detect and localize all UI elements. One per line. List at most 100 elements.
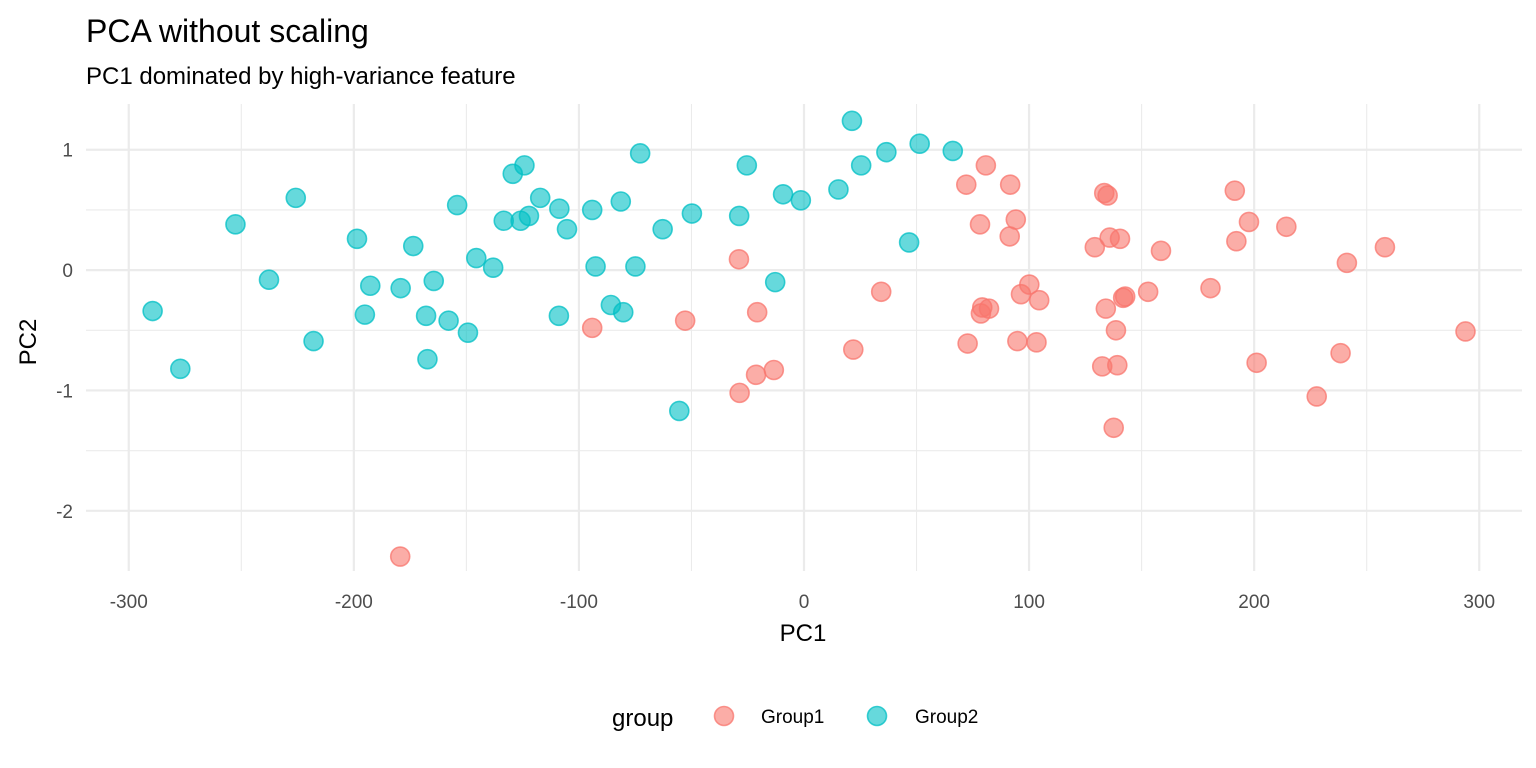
data-point-group1 — [1330, 342, 1351, 364]
data-point-group1 — [674, 310, 696, 331]
data-point-group2 — [898, 232, 920, 253]
data-point-group2 — [415, 305, 437, 327]
data-point-group1 — [1150, 240, 1172, 262]
data-point-group2 — [417, 348, 438, 370]
data-point-group2 — [359, 275, 381, 297]
data-point-group1 — [1019, 274, 1040, 295]
data-point-group2 — [728, 205, 750, 227]
legend-title: group — [612, 705, 673, 732]
data-point-group1 — [1306, 386, 1328, 407]
data-point-group2 — [465, 247, 487, 269]
x-axis-ticks: -300 -200 -100 0 100 200 300 — [110, 592, 1495, 613]
data-point-group2 — [457, 322, 479, 343]
data-point-group1 — [978, 298, 1000, 319]
data-point-group2 — [514, 155, 535, 176]
legend-key-group1 — [713, 705, 735, 727]
data-point-group2 — [610, 191, 632, 212]
x-axis-title: PC1 — [780, 620, 827, 647]
data-point-group1 — [1026, 332, 1047, 353]
data-point-group1 — [999, 174, 1021, 195]
x-tick-label: 100 — [1013, 592, 1045, 613]
data-point-group2 — [402, 235, 424, 257]
data-point-group2 — [438, 310, 459, 331]
data-point-group1 — [728, 248, 750, 270]
legend-key-group2 — [866, 705, 888, 727]
data-point-group2 — [612, 301, 634, 323]
grid — [86, 104, 1522, 571]
data-point-group1 — [975, 155, 997, 176]
data-point-group2 — [556, 218, 578, 240]
data-point-group2 — [790, 189, 812, 211]
data-point-group2 — [518, 205, 540, 227]
data-point-group1 — [745, 364, 767, 386]
data-point-group2 — [585, 256, 606, 277]
data-point-group2 — [303, 330, 324, 352]
x-tick-label: -300 — [110, 592, 148, 613]
data-points — [142, 110, 1476, 567]
data-point-group2 — [876, 141, 897, 163]
data-point-group1 — [1374, 236, 1396, 258]
data-point-group1 — [1095, 298, 1117, 319]
legend: group Group1 Group2 — [612, 705, 978, 732]
data-point-group1 — [1107, 354, 1128, 376]
chart-subtitle: PC1 dominated by high-variance feature — [86, 63, 516, 90]
data-point-group2 — [482, 257, 504, 278]
x-tick-label: 200 — [1238, 592, 1270, 613]
x-tick-label: -100 — [560, 592, 598, 613]
data-point-group1 — [1200, 277, 1221, 299]
data-point-group1 — [763, 359, 785, 381]
data-point-group2 — [652, 218, 673, 240]
data-point-group2 — [258, 269, 280, 291]
data-point-group2 — [529, 187, 551, 209]
data-point-group1 — [1226, 230, 1247, 252]
y-axis-ticks: -2 -1 0 1 — [56, 141, 73, 523]
data-point-group1 — [1007, 330, 1028, 352]
data-point-group2 — [423, 270, 445, 292]
data-point-group2 — [736, 155, 758, 176]
data-point-group2 — [446, 194, 468, 216]
data-point-group2 — [346, 228, 368, 250]
data-point-group1 — [1238, 211, 1260, 233]
data-point-group1 — [1103, 417, 1125, 439]
data-point-group1 — [1336, 252, 1358, 274]
data-point-group2 — [581, 199, 603, 221]
data-point-group1 — [1114, 286, 1136, 307]
data-point-group2 — [629, 143, 651, 164]
y-tick-label: -1 — [56, 381, 73, 402]
data-point-group2 — [170, 358, 191, 380]
data-point-group1 — [746, 301, 768, 323]
data-point-group2 — [548, 305, 570, 327]
y-tick-label: 1 — [62, 141, 73, 162]
data-point-group1 — [955, 174, 977, 195]
data-point-group2 — [764, 271, 786, 293]
data-point-group2 — [942, 140, 964, 162]
data-point-group1 — [1084, 236, 1106, 258]
data-point-group2 — [549, 198, 570, 220]
data-point-group1 — [1028, 289, 1050, 311]
y-axis-title: PC2 — [15, 319, 42, 366]
legend-label-group2: Group2 — [915, 707, 978, 728]
data-point-group1 — [1246, 352, 1267, 374]
data-point-group2 — [390, 277, 411, 299]
data-point-group2 — [225, 214, 246, 235]
data-point-group1 — [1224, 180, 1246, 201]
data-point-group2 — [142, 300, 163, 322]
data-point-group2 — [669, 400, 690, 422]
data-point-group2 — [354, 304, 376, 325]
data-point-group1 — [870, 281, 892, 303]
data-point-group2 — [841, 110, 863, 132]
data-point-group1 — [1276, 216, 1297, 238]
x-tick-label: -200 — [335, 592, 373, 613]
data-point-group2 — [828, 179, 849, 200]
y-tick-label: -2 — [56, 502, 73, 523]
data-point-group1 — [1105, 319, 1127, 341]
data-point-group1 — [969, 214, 991, 235]
data-point-group1 — [1097, 185, 1118, 206]
data-point-group1 — [389, 546, 411, 567]
x-tick-label: 0 — [799, 592, 810, 613]
data-point-group2 — [909, 133, 930, 155]
chart-title: PCA without scaling — [86, 13, 369, 49]
legend-label-group1: Group1 — [761, 707, 824, 728]
data-point-group1 — [1455, 321, 1476, 342]
